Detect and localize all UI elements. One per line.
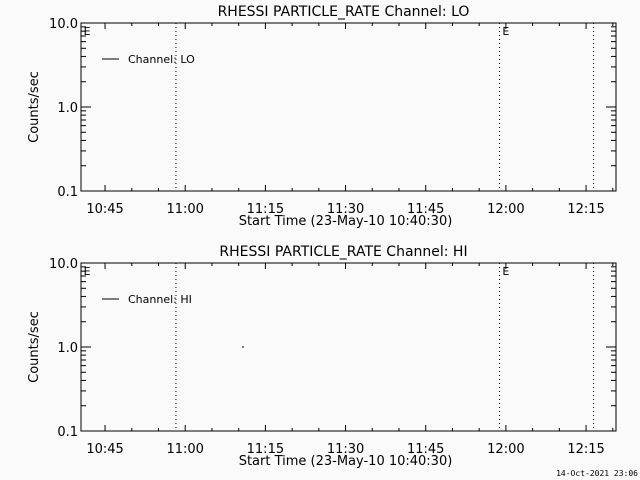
legend-label: Channel: HI (128, 293, 192, 306)
y-axis-label: Counts/sec (27, 311, 42, 383)
event-marker: E (84, 25, 91, 38)
x-tick-label: 10:45 (86, 202, 123, 217)
x-axis-label: Start Time (23-May-10 10:40:30) (239, 214, 453, 229)
y-tick-label: 10.0 (49, 257, 78, 272)
x-tick-label: 11:15 (247, 442, 284, 457)
event-marker: E (502, 265, 509, 278)
chart-title: RHESSI PARTICLE_RATE Channel: LO (218, 4, 470, 20)
legend-label: Channel: LO (128, 53, 195, 66)
y-tick-label: 0.1 (57, 425, 78, 440)
x-tick-label: 11:15 (247, 202, 284, 217)
x-tick-label: 12:00 (487, 442, 524, 457)
x-tick-label: 11:45 (407, 202, 444, 217)
chart-title: RHESSI PARTICLE_RATE Channel: HI (219, 244, 467, 260)
x-tick-label: 11:30 (327, 202, 364, 217)
data-point (241, 346, 244, 348)
x-tick-label: 11:30 (327, 442, 364, 457)
x-tick-label: 12:00 (487, 202, 524, 217)
x-tick-label: 11:00 (166, 202, 203, 217)
x-tick-label: 10:45 (86, 442, 123, 457)
y-tick-label: 0.1 (57, 185, 78, 200)
y-axis-label: Counts/sec (27, 71, 42, 143)
event-marker: E (84, 265, 91, 278)
y-tick-label: 1.0 (57, 101, 78, 116)
x-axis-label: Start Time (23-May-10 10:40:30) (239, 454, 453, 469)
x-tick-label: 12:15 (567, 442, 604, 457)
x-tick-label: 11:00 (166, 442, 203, 457)
y-tick-label: 10.0 (49, 17, 78, 32)
y-tick-label: 1.0 (57, 341, 78, 356)
plot-frame (80, 22, 617, 192)
x-tick-label: 12:15 (567, 202, 604, 217)
x-tick-label: 11:45 (407, 442, 444, 457)
plot-frame (80, 262, 617, 432)
timestamp: 14-Oct-2021 23:06 (556, 469, 638, 478)
event-marker: E (502, 25, 509, 38)
